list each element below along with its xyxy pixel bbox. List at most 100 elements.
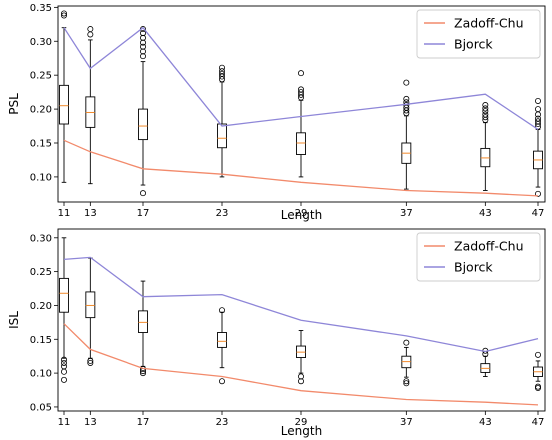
x-tick-label: 37 [400,208,413,219]
legend-label: Zadoff-Chu [454,239,524,254]
outlier-point [139,48,146,55]
y-tick-label: 0.20 [30,105,52,116]
y-tick-label: 0.30 [30,233,52,244]
x-axis-label: Length [281,424,322,438]
x-tick-label: 17 [137,208,150,219]
outlier-point [61,10,68,17]
x-tick-label: 29 [295,417,308,428]
legend-frame [416,9,541,59]
outlier-point [61,376,68,383]
boxplot-23 [217,64,227,178]
outlier-point [297,373,304,380]
box-iqr [85,291,96,319]
outlier-point [139,43,146,50]
outlier-point [297,378,304,385]
y-tick-label: 0.25 [30,267,52,278]
y-tick-label: 0.10 [30,369,52,380]
outlier-point [403,339,410,346]
y-tick-label: 0.15 [30,138,52,149]
outlier-point [482,108,489,115]
y-tick-label: 0.35 [30,3,52,14]
boxplot-29 [296,330,306,385]
outlier-point [139,370,146,377]
y-tick-label: 0.05 [30,402,52,413]
outlier-point [535,118,542,125]
outlier-point [139,39,146,46]
x-tick-label: 11 [58,208,71,219]
outlier-point [535,383,542,390]
outlier-point [87,26,94,33]
boxplot-11 [59,237,69,383]
outlier-point [535,106,542,113]
boxplot-37 [401,79,412,190]
boxplot-11 [59,10,69,183]
x-tick-label: 47 [532,417,545,428]
outlier-point [403,380,410,387]
boxplot-29 [296,70,306,178]
outlier-point [403,79,410,86]
x-tick-label: 13 [84,417,97,428]
x-tick-label: 13 [84,208,97,219]
outlier-point [61,356,68,363]
box-iqr [217,332,227,348]
box-iqr [138,108,148,141]
outlier-point [61,363,68,370]
outlier-point [297,70,304,77]
box-iqr [138,310,148,333]
boxplot-43 [480,102,491,191]
outlier-point [218,70,225,77]
boxplot-23 [217,307,227,385]
outlier-point [139,30,146,37]
axes-frame [57,5,546,203]
boxplot-37 [401,339,412,387]
x-axis-label: Length [281,208,322,222]
x-tick-label: 47 [532,208,545,219]
y-tick-label: 0.15 [30,335,52,346]
y-tick-label: 0.10 [30,172,52,183]
outlier-point [403,378,410,385]
boxplot-13 [85,26,96,185]
y-tick-label: 0.30 [30,37,52,48]
legend-label: Bjorck [454,260,493,275]
panel-psl: 0.10 0.15 0.20 0.25 0.30 0.35 11 13 17 23 29 37 43 47… [7,3,546,222]
box-iqr [59,84,69,125]
box-iqr [217,123,227,149]
box-iqr [296,132,306,155]
series-line-zadoff-chu [63,323,539,406]
outlier-point [482,105,489,112]
boxplot-17 [138,26,148,197]
legend-frame [416,232,541,282]
outlier-point [535,190,542,197]
x-tick-label: 17 [137,417,150,428]
outlier-point [535,97,542,104]
axes-frame [57,228,546,412]
boxplot-43 [480,347,491,377]
boxplot-13 [85,257,96,366]
series-line-zadoff-chu [63,139,539,197]
box-iqr [59,277,69,313]
outlier-point [87,357,94,364]
outlier-point [139,53,146,60]
outlier-point [87,31,94,38]
outlier-point [482,102,489,109]
y-axis-label: ISL [7,311,21,329]
x-tick-label: 29 [295,208,308,219]
x-tick-label: 43 [479,417,492,428]
legend: Zadoff-Chu Bjorck [416,9,541,59]
x-tick-label: 23 [216,417,229,428]
legend: Zadoff-Chu Bjorck [416,232,541,282]
x-tick-label: 37 [400,417,413,428]
boxplot-47 [533,97,543,197]
panel-isl: 0.05 0.10 0.15 0.20 0.25 0.30 11 13 17 23 29 37 43 47… [7,228,546,438]
outlier-point [403,95,410,102]
outlier-point [87,359,94,366]
y-tick-label: 0.20 [30,301,52,312]
outlier-point [218,307,225,314]
series-line-bjorck [63,26,539,130]
outlier-point [297,89,304,96]
outlier-point [61,359,68,366]
outlier-point [535,115,542,122]
series-line-bjorck [63,256,539,353]
outlier-point [482,114,489,121]
outlier-point [535,351,542,358]
